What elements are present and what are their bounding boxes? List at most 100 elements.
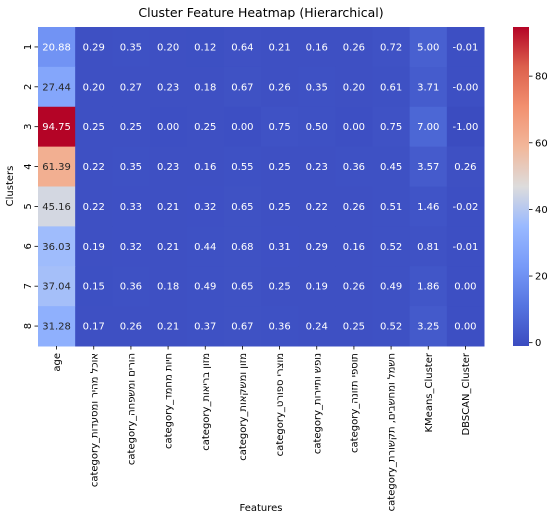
cell-value-label: 0.72 bbox=[380, 42, 402, 53]
heatmap-cell bbox=[372, 66, 411, 108]
cell-value-label: 0.21 bbox=[268, 42, 290, 53]
heatmap-cell bbox=[75, 266, 113, 307]
heatmap-cell bbox=[149, 106, 188, 148]
heatmap-cell bbox=[75, 66, 113, 108]
cell-value-label: 0.19 bbox=[83, 242, 105, 253]
heatmap-cell bbox=[149, 146, 188, 187]
heatmap-cell bbox=[372, 306, 411, 347]
cell-value-label: 0.25 bbox=[83, 122, 105, 133]
cell-value-label: 0.25 bbox=[268, 162, 290, 173]
cell-value-label: -0.01 bbox=[452, 242, 478, 253]
cell-value-label: 0.35 bbox=[120, 162, 142, 173]
x-tick-label: category_נופש ותיירות bbox=[312, 353, 323, 454]
heatmap-cell bbox=[75, 146, 113, 187]
cell-value-label: 0.24 bbox=[306, 322, 328, 333]
cell-value-label: 0.49 bbox=[194, 282, 216, 293]
cell-value-label: 0.81 bbox=[417, 242, 439, 253]
cell-value-label: 0.35 bbox=[306, 82, 328, 93]
heatmap-cell bbox=[409, 226, 448, 267]
cell-value-label: 0.00 bbox=[454, 322, 476, 333]
heatmap-cell bbox=[149, 66, 188, 108]
heatmap-cell bbox=[112, 306, 150, 347]
cell-value-label: 0.22 bbox=[83, 202, 105, 213]
cell-value-label: 0.22 bbox=[306, 202, 328, 213]
heatmap-cell bbox=[223, 27, 262, 68]
heatmap-cell bbox=[75, 306, 113, 347]
heatmap-cell bbox=[298, 186, 336, 227]
y-tick-label: 5 bbox=[23, 203, 34, 209]
heatmap-cell bbox=[112, 226, 150, 267]
heatmap-cell bbox=[409, 186, 448, 227]
heatmap-cell bbox=[446, 146, 485, 187]
heatmap-cell bbox=[223, 186, 262, 227]
cell-value-label: -0.02 bbox=[452, 202, 478, 213]
cell-value-label: 0.16 bbox=[343, 242, 365, 253]
cell-value-label: 0.00 bbox=[343, 122, 365, 133]
heatmap-cell bbox=[372, 27, 411, 68]
heatmap-cell bbox=[261, 266, 299, 307]
heatmap-cell bbox=[186, 226, 225, 267]
cell-value-label: 0.32 bbox=[194, 202, 216, 213]
colorbar-tick-label: 80 bbox=[535, 72, 548, 83]
heatmap-cell bbox=[38, 27, 76, 68]
heatmap-cell bbox=[38, 106, 76, 148]
heatmap-cell bbox=[186, 306, 225, 347]
heatmap-cell bbox=[409, 306, 448, 347]
heatmap-cell bbox=[409, 66, 448, 108]
cell-value-label: 0.26 bbox=[454, 162, 476, 173]
cell-value-label: 61.39 bbox=[42, 162, 71, 173]
cell-value-label: -1.00 bbox=[452, 122, 478, 133]
cell-value-label: 0.20 bbox=[83, 82, 105, 93]
heatmap-cell bbox=[298, 106, 336, 148]
cell-value-label: 0.45 bbox=[380, 162, 402, 173]
y-tick-label: 1 bbox=[23, 44, 34, 50]
heatmap-cell bbox=[298, 66, 336, 108]
heatmap-cell bbox=[446, 66, 485, 108]
x-tick-label: category_מזון בריאות bbox=[201, 353, 212, 451]
heatmap-cell bbox=[298, 27, 336, 68]
y-tick-labels: 1 2 3 4 5 6 7 8 bbox=[23, 44, 38, 329]
heatmap-cell bbox=[261, 186, 299, 227]
cell-value-label: 0.36 bbox=[268, 322, 290, 333]
cell-value-label: 0.26 bbox=[343, 202, 365, 213]
heatmap-cell bbox=[186, 146, 225, 187]
colorbar-tick-label: 40 bbox=[535, 205, 548, 216]
heatmap-cell bbox=[149, 27, 188, 68]
heatmap-cell bbox=[112, 27, 150, 68]
cell-value-label: 0.00 bbox=[231, 122, 253, 133]
cell-value-label: 0.16 bbox=[306, 42, 328, 53]
x-tick-label: category_הורים ומשפחה bbox=[126, 353, 137, 465]
heatmap-cell bbox=[223, 66, 262, 108]
heatmap-cell bbox=[261, 106, 299, 148]
heatmap-cell bbox=[112, 146, 150, 187]
heatmap-cell bbox=[149, 186, 188, 227]
y-tick-label: 4 bbox=[23, 163, 34, 169]
cell-value-label: 0.26 bbox=[343, 42, 365, 53]
cell-value-label: 27.44 bbox=[42, 82, 71, 93]
heatmap-cell bbox=[335, 186, 373, 227]
heatmap-cell bbox=[335, 66, 373, 108]
cell-value-label: 0.52 bbox=[380, 322, 402, 333]
cell-value-label: 0.20 bbox=[157, 42, 179, 53]
heatmap-cell bbox=[149, 266, 188, 307]
heatmap-cell bbox=[186, 266, 225, 307]
cell-value-label: 0.21 bbox=[157, 202, 179, 213]
cell-value-label: 3.71 bbox=[417, 82, 439, 93]
heatmap-cell bbox=[446, 106, 485, 148]
heatmap-cell bbox=[38, 66, 76, 108]
heatmap-cell bbox=[446, 186, 485, 227]
cell-value-label: 0.12 bbox=[194, 42, 216, 53]
heatmap-cell bbox=[372, 106, 411, 148]
cell-value-label: 0.26 bbox=[343, 282, 365, 293]
heatmap-cell bbox=[223, 226, 262, 267]
heatmap-cell bbox=[409, 106, 448, 148]
cell-value-label: -0.00 bbox=[452, 82, 478, 93]
cell-value-label: 20.88 bbox=[42, 42, 71, 53]
heatmap-cell bbox=[75, 27, 113, 68]
cell-value-label: 0.35 bbox=[120, 42, 142, 53]
cell-value-label: 0.37 bbox=[194, 322, 216, 333]
cell-value-label: 0.26 bbox=[268, 82, 290, 93]
cell-value-label: 45.16 bbox=[42, 202, 71, 213]
cell-value-label: 0.65 bbox=[231, 202, 253, 213]
